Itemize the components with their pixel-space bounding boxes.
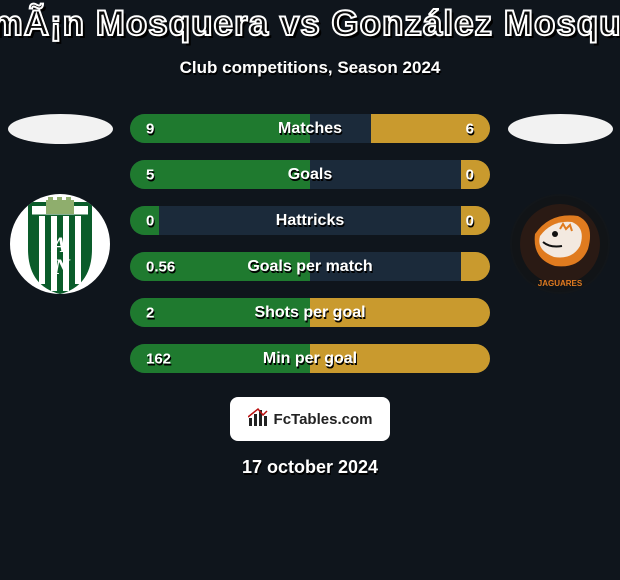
fctables-badge: FcTables.com [230, 397, 390, 441]
club-crest-left-icon: A N [10, 194, 110, 294]
bar-label: Shots per goal [254, 304, 365, 322]
bar-right-fill [461, 252, 490, 281]
club-crest-right-icon: JAGUARES [510, 194, 610, 294]
bar-value-right: 0 [466, 212, 474, 229]
svg-text:JAGUARES: JAGUARES [538, 279, 583, 288]
bar-left-fill [130, 206, 159, 235]
bar-value-right: 0 [466, 166, 474, 183]
page-subtitle: Club competitions, Season 2024 [180, 58, 441, 78]
left-side: A N [0, 114, 120, 294]
date-label: 17 october 2024 [242, 457, 378, 478]
svg-text:N: N [53, 254, 71, 279]
bar-label: Hattricks [276, 212, 344, 230]
stat-bar: Shots per goal 2 [130, 298, 490, 327]
page: RomÃ¡n Mosquera vs González Mosquera Clu… [0, 0, 620, 580]
bar-label: Goals per match [247, 258, 372, 276]
stats-bars: Matches 9 6 Goals 5 0 Hattricks 0 0 Goals per mat… [130, 114, 490, 373]
club-crest-left: A N [10, 194, 110, 294]
bar-value-right: 6 [466, 120, 474, 137]
page-title: RomÃ¡n Mosquera vs González Mosquera [0, 4, 620, 44]
player-silhouette-left [8, 114, 113, 144]
fctables-label: FcTables.com [274, 411, 373, 428]
bar-label: Goals [288, 166, 332, 184]
stat-bar: Min per goal 162 [130, 344, 490, 373]
bar-value-left: 9 [146, 120, 154, 137]
bar-left-fill [130, 160, 310, 189]
player-silhouette-right [508, 114, 613, 144]
fctables-icon [248, 407, 268, 432]
bar-value-left: 162 [146, 350, 171, 367]
bar-label: Matches [278, 120, 342, 138]
bar-value-left: 2 [146, 304, 154, 321]
content-row: A N Matches 9 6 Goals 5 0 Hattricks 0 0 Goals per… [0, 114, 620, 373]
bar-value-left: 0 [146, 212, 154, 229]
bar-value-left: 0.56 [146, 258, 175, 275]
bar-label: Min per goal [263, 350, 357, 368]
right-side: JAGUARES [500, 114, 620, 294]
stat-bar: Hattricks 0 0 [130, 206, 490, 235]
stat-bar: Goals 5 0 [130, 160, 490, 189]
bar-value-left: 5 [146, 166, 154, 183]
stat-bar: Goals per match 0.56 [130, 252, 490, 281]
club-crest-right: JAGUARES [510, 194, 610, 294]
stat-bar: Matches 9 6 [130, 114, 490, 143]
